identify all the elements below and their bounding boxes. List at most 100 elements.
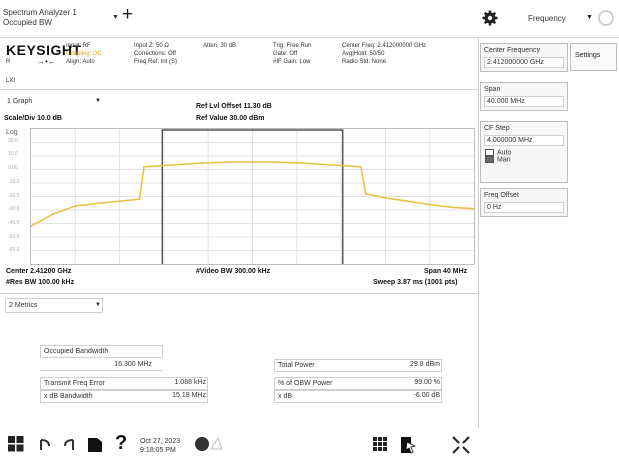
radio-auto[interactable] bbox=[485, 149, 494, 156]
chevron-down-icon[interactable]: ▼ bbox=[95, 98, 101, 104]
status-lxi: LXI bbox=[6, 78, 16, 84]
sweep-readout: Sweep 3.87 ms (1001 pts) bbox=[373, 279, 458, 286]
center-frequency-key[interactable]: Center Frequency 2.412000000 GHz bbox=[480, 43, 568, 72]
total-power-label: Total Power bbox=[274, 359, 442, 372]
ref-offset-label: Ref Lvl Offset 11.30 dB bbox=[196, 103, 272, 110]
radio-std-label: Radio Std: None bbox=[342, 59, 387, 65]
screen-tab-title: Spectrum Analyzer 1 bbox=[3, 8, 77, 17]
input-arrow-icon: →•← bbox=[37, 57, 56, 66]
status-r: R bbox=[6, 59, 11, 65]
trace-point bbox=[340, 164, 342, 167]
brand-logo: KEYSIGHT bbox=[6, 42, 82, 58]
redo-icon[interactable] bbox=[61, 436, 77, 452]
center-freq-readout: Center 2.41200 GHz bbox=[6, 268, 72, 275]
trace-point bbox=[251, 161, 254, 163]
input-label: Input: RF bbox=[66, 43, 91, 49]
trace-point bbox=[163, 164, 165, 167]
trace-point bbox=[360, 165, 362, 168]
center-frequency-label: Center Frequency bbox=[484, 47, 541, 54]
y-tick-label: -50.0 bbox=[8, 233, 20, 240]
radio-man[interactable] bbox=[485, 156, 494, 164]
auto-option[interactable]: Auto bbox=[481, 149, 567, 156]
spectrum-trace-svg bbox=[31, 129, 474, 264]
if-gain-label: #IF Gain: Low bbox=[273, 59, 311, 65]
metrics-view-select[interactable]: 2 Metrics bbox=[5, 298, 103, 313]
cf-step-key[interactable]: CF Step 4.000000 MHz Auto Man bbox=[480, 121, 568, 183]
touch-icon[interactable] bbox=[399, 436, 417, 454]
freq-offset-field[interactable]: 0 Hz bbox=[484, 202, 564, 213]
video-bw-readout: #Video BW 300.00 kHz bbox=[196, 268, 271, 275]
input-z-label: Input Z: 50 Ω bbox=[134, 43, 169, 49]
keypad-icon[interactable] bbox=[372, 436, 388, 452]
graph-view-select[interactable]: 1 Graph bbox=[7, 98, 33, 105]
y-tick-label: 0.00 bbox=[8, 165, 18, 172]
occupied-bw-label: Occupied Bandwidth bbox=[40, 345, 163, 358]
scale-div-label: Scale/Div 10.0 dB bbox=[4, 115, 62, 122]
atten-label: Atten: 30 dB bbox=[203, 43, 237, 49]
windows-icon[interactable] bbox=[8, 436, 24, 452]
freq-ref-label: Freq Ref: Int (S) bbox=[134, 59, 178, 65]
trace-point bbox=[318, 163, 320, 165]
man-option[interactable]: Man bbox=[481, 156, 567, 164]
tab-settings[interactable]: Settings bbox=[570, 43, 617, 71]
fullscreen-icon[interactable] bbox=[452, 436, 470, 454]
total-power-value: 29.8 dBm bbox=[410, 361, 440, 368]
coupling-label: Coupling: DC bbox=[66, 51, 102, 57]
title-bar: Spectrum Analyzer 1 Occupied BW ▼ + Freq… bbox=[0, 0, 619, 38]
y-tick-label: -30.0 bbox=[8, 206, 20, 213]
graph-header: 1 Graph ▼ Scale/Div 10.0 dB Ref Lvl Offs… bbox=[0, 90, 478, 122]
span-label: Span bbox=[484, 86, 501, 93]
screen-tab-dropdown-icon[interactable]: ▼ bbox=[112, 14, 119, 21]
bottom-toolbar bbox=[0, 428, 478, 460]
date-label: Oct 27, 2023 bbox=[140, 438, 181, 445]
trace-point bbox=[450, 206, 453, 209]
trace-point bbox=[138, 198, 141, 201]
chevron-down-icon[interactable]: ▼ bbox=[95, 302, 101, 308]
chevron-down-icon[interactable]: ▼ bbox=[586, 14, 593, 21]
spectrum-plot[interactable] bbox=[30, 128, 475, 265]
trace-point bbox=[74, 205, 77, 207]
help-icon[interactable]: ? bbox=[115, 432, 128, 454]
trigger-settings[interactable]: Trig: Free Run Gate: Off #IF Gain: Low bbox=[273, 42, 311, 66]
measurement-info-bar: KEYSIGHT R →•← LXI Input: RF Coupling: D… bbox=[0, 38, 478, 90]
trace-point bbox=[207, 161, 210, 164]
y-tick-label: -60.0 bbox=[8, 247, 20, 254]
restart-icon[interactable] bbox=[598, 10, 614, 26]
file-icon[interactable] bbox=[88, 436, 102, 452]
trace-point bbox=[473, 207, 474, 210]
y-tick-label: -10.0 bbox=[8, 178, 20, 185]
divider bbox=[0, 293, 478, 294]
screen-tab[interactable]: Spectrum Analyzer 1 Occupied BW bbox=[3, 8, 108, 28]
freq-settings[interactable]: Center Freq: 2.412000000 GHz Avg|Hold: 5… bbox=[342, 42, 426, 66]
span-key[interactable]: Span 40.000 MHz bbox=[480, 82, 568, 111]
center-frequency-field[interactable]: 2.412000000 GHz bbox=[484, 57, 564, 68]
input-z-settings[interactable]: Input Z: 50 Ω Corrections: Off Freq Ref:… bbox=[134, 42, 177, 66]
time-label: 9:18:05 PM bbox=[140, 447, 176, 454]
cf-step-field[interactable]: 4.000000 MHz bbox=[484, 135, 564, 146]
add-screen-button[interactable]: + bbox=[122, 4, 134, 25]
chat-icon[interactable] bbox=[194, 436, 224, 452]
input-settings[interactable]: Input: RF Coupling: DC Align: Auto bbox=[66, 42, 102, 66]
y-tick-label: 10.0 bbox=[8, 151, 18, 158]
span-field[interactable]: 40.000 MHz bbox=[484, 96, 564, 107]
undo-icon[interactable] bbox=[37, 436, 53, 452]
trace-point bbox=[52, 213, 55, 215]
y-tick-label: 20.0 bbox=[8, 137, 18, 144]
log-label: Log bbox=[6, 129, 18, 136]
trace-point bbox=[143, 165, 145, 168]
gear-icon[interactable] bbox=[482, 10, 498, 26]
freq-offset-label: Freq Offset bbox=[484, 192, 519, 199]
atten-settings[interactable]: Atten: 30 dB bbox=[203, 42, 236, 50]
datetime: Oct 27, 2023 9:18:05 PM bbox=[140, 437, 180, 455]
avg-hold-label: Avg|Hold: 50/50 bbox=[342, 51, 385, 57]
res-bw-readout: #Res BW 100.00 kHz bbox=[6, 279, 75, 286]
trace-point bbox=[185, 163, 187, 165]
screen-tab-measurement: Occupied BW bbox=[3, 18, 52, 27]
obw-power-value: 99.00 % bbox=[414, 379, 440, 386]
trace-point bbox=[273, 161, 276, 163]
y-tick-label: -20.0 bbox=[8, 192, 20, 199]
mode-select[interactable]: Frequency bbox=[528, 14, 566, 23]
gate-label: Gate: Off bbox=[273, 51, 298, 57]
center-freq-label: Center Freq: 2.412000000 GHz bbox=[342, 43, 427, 49]
freq-offset-key[interactable]: Freq Offset 0 Hz bbox=[480, 188, 568, 217]
